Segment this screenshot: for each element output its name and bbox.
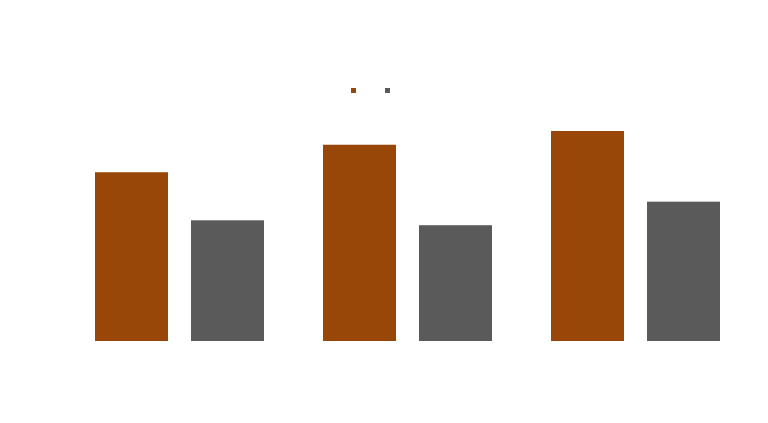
bar-series-1-group-2 (323, 144, 396, 341)
bar-series-1-group-1 (95, 172, 168, 341)
bars-group (95, 131, 720, 341)
bar-series-2-group-3 (647, 201, 720, 341)
bar-series-2-group-2 (419, 225, 492, 341)
bar-series-1-group-3 (551, 131, 624, 341)
bar-series-2-group-1 (191, 220, 264, 341)
legend-swatch-series-2 (385, 88, 390, 93)
legend (351, 88, 390, 93)
legend-swatch-series-1 (351, 88, 356, 93)
